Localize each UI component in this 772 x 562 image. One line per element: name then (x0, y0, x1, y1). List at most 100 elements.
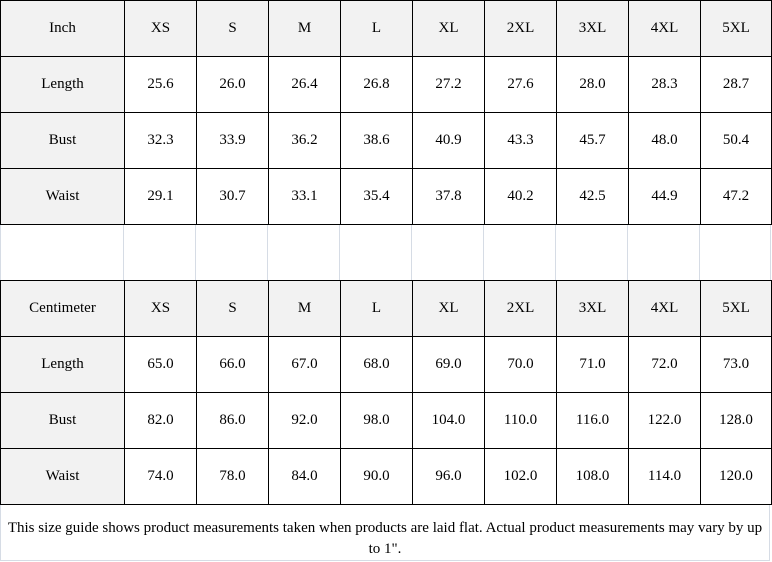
spacer-gridline (411, 225, 412, 280)
column-header: Centimeter (0, 280, 125, 337)
measurement-cell: 42.5 (556, 168, 629, 225)
row-label: Bust (0, 392, 125, 449)
measurement-cell: 45.7 (556, 112, 629, 169)
column-header: M (268, 280, 341, 337)
spacer-gridline (267, 225, 268, 280)
column-header: M (268, 0, 341, 57)
measurement-cell: 98.0 (340, 392, 413, 449)
measurement-cell: 48.0 (628, 112, 701, 169)
measurement-cell: 70.0 (484, 336, 557, 393)
column-header: XL (412, 280, 485, 337)
column-header: XL (412, 0, 485, 57)
measurement-cell: 32.3 (124, 112, 197, 169)
measurement-cell: 114.0 (628, 448, 701, 505)
row-label: Waist (0, 168, 125, 225)
spacer-gridline (0, 225, 1, 280)
column-header: 2XL (484, 0, 557, 57)
measurement-cell: 116.0 (556, 392, 629, 449)
spacer-gridline (699, 225, 700, 280)
measurement-cell: 90.0 (340, 448, 413, 505)
measurement-cell: 27.2 (412, 56, 485, 113)
measurement-cell: 66.0 (196, 336, 269, 393)
spacer-gridline (123, 225, 124, 280)
measurement-cell: 38.6 (340, 112, 413, 169)
measurement-cell: 50.4 (700, 112, 772, 169)
measurement-cell: 86.0 (196, 392, 269, 449)
measurement-cell: 68.0 (340, 336, 413, 393)
table-row: Bust 82.0 86.0 92.0 98.0 104.0 110.0 116.0 122.0… (0, 392, 772, 449)
measurement-cell: 128.0 (700, 392, 772, 449)
measurement-cell: 28.7 (700, 56, 772, 113)
column-header: XS (124, 280, 197, 337)
column-header: L (340, 0, 413, 57)
spacer-gridline (195, 225, 196, 280)
measurement-cell: 43.3 (484, 112, 557, 169)
measurement-cell: 110.0 (484, 392, 557, 449)
measurement-cell: 26.0 (196, 56, 269, 113)
measurement-cell: 44.9 (628, 168, 701, 225)
measurement-cell: 28.3 (628, 56, 701, 113)
inch-size-table: Inch XS S M L XL 2XL 3XL 4XL 5XL Length 25.6 26.0 26.… (0, 0, 772, 225)
measurement-cell: 37.8 (412, 168, 485, 225)
table-row: Length 65.0 66.0 67.0 68.0 69.0 70.0 71.0 72.0 73… (0, 336, 772, 393)
table-row: Length 25.6 26.0 26.4 26.8 27.2 27.6 28.0 28.3 28… (0, 56, 772, 113)
measurement-cell: 74.0 (124, 448, 197, 505)
header-row: Centimeter XS S M L XL 2XL 3XL 4XL 5XL (0, 280, 772, 337)
column-header: 4XL (628, 280, 701, 337)
spacer-gridline (770, 225, 771, 280)
measurement-cell: 35.4 (340, 168, 413, 225)
column-header: L (340, 280, 413, 337)
measurement-cell: 47.2 (700, 168, 772, 225)
measurement-cell: 27.6 (484, 56, 557, 113)
measurement-cell: 104.0 (412, 392, 485, 449)
table-row: Waist 29.1 30.7 33.1 35.4 37.8 40.2 42.5 44.9 47.… (0, 168, 772, 225)
measurement-cell: 30.7 (196, 168, 269, 225)
measurement-cell: 33.1 (268, 168, 341, 225)
measurement-cell: 122.0 (628, 392, 701, 449)
row-label: Bust (0, 112, 125, 169)
column-header: 5XL (700, 280, 772, 337)
spacer-gridline (555, 225, 556, 280)
spacer-gridline (339, 225, 340, 280)
measurement-cell: 73.0 (700, 336, 772, 393)
header-row: Inch XS S M L XL 2XL 3XL 4XL 5XL (0, 0, 772, 57)
row-label: Length (0, 56, 125, 113)
measurement-cell: 102.0 (484, 448, 557, 505)
measurement-cell: 84.0 (268, 448, 341, 505)
measurement-cell: 108.0 (556, 448, 629, 505)
row-label: Waist (0, 448, 125, 505)
size-guide-note: This size guide shows product measuremen… (0, 505, 770, 561)
measurement-cell: 78.0 (196, 448, 269, 505)
spacer-gridline (627, 225, 628, 280)
measurement-cell: 67.0 (268, 336, 341, 393)
measurement-cell: 92.0 (268, 392, 341, 449)
measurement-cell: 96.0 (412, 448, 485, 505)
measurement-cell: 36.2 (268, 112, 341, 169)
column-header: Inch (0, 0, 125, 57)
table-row: Bust 32.3 33.9 36.2 38.6 40.9 43.3 45.7 48.0 50.4 (0, 112, 772, 169)
measurement-cell: 40.2 (484, 168, 557, 225)
table-row: Waist 74.0 78.0 84.0 90.0 96.0 102.0 108.0 114.0… (0, 448, 772, 505)
measurement-cell: 40.9 (412, 112, 485, 169)
column-header: 5XL (700, 0, 772, 57)
centimeter-size-table: Centimeter XS S M L XL 2XL 3XL 4XL 5XL Length 65.0 6… (0, 280, 772, 505)
measurement-cell: 26.4 (268, 56, 341, 113)
measurement-cell: 28.0 (556, 56, 629, 113)
row-label: Length (0, 336, 125, 393)
column-header: 3XL (556, 0, 629, 57)
measurement-cell: 120.0 (700, 448, 772, 505)
measurement-cell: 29.1 (124, 168, 197, 225)
column-header: 2XL (484, 280, 557, 337)
measurement-cell: 69.0 (412, 336, 485, 393)
measurement-cell: 82.0 (124, 392, 197, 449)
measurement-cell: 26.8 (340, 56, 413, 113)
column-header: 3XL (556, 280, 629, 337)
column-header: XS (124, 0, 197, 57)
column-header: 4XL (628, 0, 701, 57)
measurement-cell: 72.0 (628, 336, 701, 393)
column-header: S (196, 0, 269, 57)
table-spacer (0, 225, 772, 280)
spacer-gridline (483, 225, 484, 280)
column-header: S (196, 280, 269, 337)
measurement-cell: 25.6 (124, 56, 197, 113)
